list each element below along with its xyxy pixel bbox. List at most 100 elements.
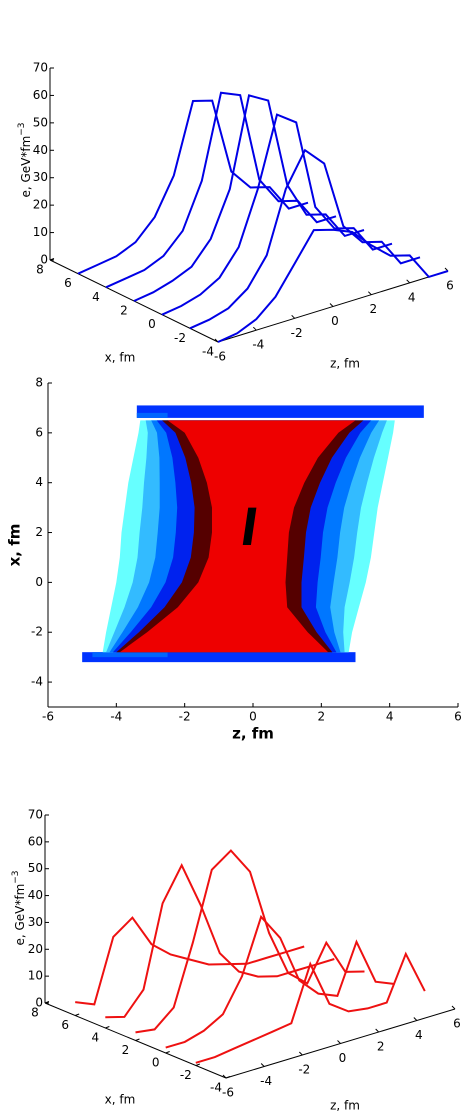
x-tick (74, 1013, 80, 1016)
curve (77, 99, 309, 275)
z-tick (260, 1063, 265, 1067)
curve (105, 91, 337, 289)
x-tick-label: -4 (110, 710, 122, 724)
core-blob (242, 507, 257, 545)
x-tick-label: 6 (454, 710, 462, 724)
x-tick (165, 1051, 170, 1054)
x-axis-label: x, fm (105, 351, 136, 365)
z-tick-label: 4 (408, 290, 416, 304)
x-tick-label: 0 (249, 710, 257, 724)
z-tick (367, 291, 372, 296)
z-tick-label: 2 (377, 1040, 385, 1054)
z-tick (375, 1028, 380, 1033)
curve (133, 94, 365, 302)
x-tick-label: 8 (31, 1006, 39, 1020)
energy-band (119, 420, 356, 653)
x-tick-label: -4 (202, 345, 214, 359)
z-tick (329, 303, 334, 307)
z-tick (291, 314, 296, 319)
x-tick-label: 2 (318, 710, 326, 724)
x-axis-label: z, fm (232, 725, 274, 743)
y-tick-label: -2 (31, 625, 43, 639)
y-axis-label: x, fm (6, 524, 24, 567)
e-tick-label: 30 (28, 915, 43, 929)
z-tick (413, 1017, 418, 1021)
y-tick-label: -4 (31, 675, 43, 689)
z-tick-label: -4 (260, 1074, 272, 1088)
z-tick-label: -2 (291, 326, 303, 340)
z-tick-label: 6 (446, 279, 454, 293)
z-tick (298, 1051, 303, 1056)
x-tick-label: -2 (180, 1068, 192, 1082)
x-tick-label: 0 (152, 1056, 160, 1070)
e-axis-label-exponent: −3 (17, 122, 27, 135)
e-axis-label: e, GeV*fm−3 (11, 870, 27, 945)
z-axis-label: z, fm (330, 1099, 360, 1113)
x-axis-label: x, fm (105, 1093, 136, 1107)
x-tick (44, 1001, 50, 1004)
band-bar (92, 652, 168, 658)
z-tick-label: -6 (214, 350, 226, 364)
x-tick-label: 6 (64, 276, 72, 290)
e-tick-label: 60 (28, 834, 43, 848)
band-bar (136, 405, 424, 418)
x-tick-label: -4 (210, 1081, 222, 1095)
band-bar (82, 652, 356, 663)
curve (161, 113, 393, 316)
e-tick-label: 40 (28, 888, 43, 902)
curve (75, 916, 305, 1006)
y-tick-label: 8 (35, 376, 43, 390)
x-tick-label: 2 (120, 304, 128, 318)
e-tick-label: 70 (28, 808, 43, 822)
x-tick-label: -2 (174, 331, 186, 345)
x-tick-label: 6 (61, 1018, 69, 1032)
z-tick-label: 4 (415, 1028, 423, 1042)
e-axis-label-text: e, GeV*fm (19, 136, 33, 198)
x-tick (49, 258, 55, 261)
curve (189, 148, 421, 330)
e-tick-label: 10 (28, 969, 43, 983)
curve (105, 863, 335, 1019)
z-tick (222, 1074, 227, 1079)
e-tick-label: 20 (33, 198, 48, 212)
e-tick-label: 60 (33, 88, 48, 102)
x-tick-label: 8 (36, 263, 44, 277)
z-axis-label: z, fm (330, 357, 360, 371)
z-tick-label: -2 (298, 1063, 310, 1077)
z-tick (252, 326, 257, 331)
e-axis-label: e, GeV*fm−3 (17, 122, 33, 197)
x-tick (135, 1038, 140, 1041)
x-tick-label: 0 (148, 317, 156, 331)
e-tick-label: 50 (28, 861, 43, 875)
y-tick-label: 2 (35, 525, 43, 539)
x-tick (105, 1026, 110, 1029)
x-tick-label: -2 (179, 710, 191, 724)
z-tick (406, 279, 411, 284)
x-tick (225, 1076, 231, 1079)
y-tick-label: 6 (35, 425, 43, 439)
x-tick-label: 4 (386, 710, 394, 724)
e-tick-label: 50 (33, 115, 48, 129)
curve (165, 914, 395, 1049)
z-tick-label: 6 (453, 1017, 461, 1031)
z-tick-label: -4 (252, 338, 264, 352)
e-tick-label: 20 (28, 942, 43, 956)
z-tick (214, 338, 219, 343)
x-tick-label: 4 (92, 290, 100, 304)
z-tick-label: 0 (339, 1051, 347, 1065)
e-tick-label: 40 (33, 143, 48, 157)
y-tick-label: 0 (35, 575, 43, 589)
x-tick (195, 1063, 201, 1066)
e-tick-label: 10 (33, 225, 48, 239)
e-axis-label-text: e, GeV*fm (13, 884, 27, 946)
z-tick-label: -6 (222, 1086, 234, 1100)
x-tick-label: 2 (122, 1043, 130, 1057)
z-tick (337, 1040, 341, 1044)
band-bar (136, 412, 168, 418)
z-tick-label: 0 (331, 314, 339, 328)
e-tick-label: 0 (35, 996, 43, 1010)
e-tick-label: 70 (33, 61, 48, 75)
curve (195, 951, 426, 1064)
e-tick-label: 0 (40, 253, 48, 267)
